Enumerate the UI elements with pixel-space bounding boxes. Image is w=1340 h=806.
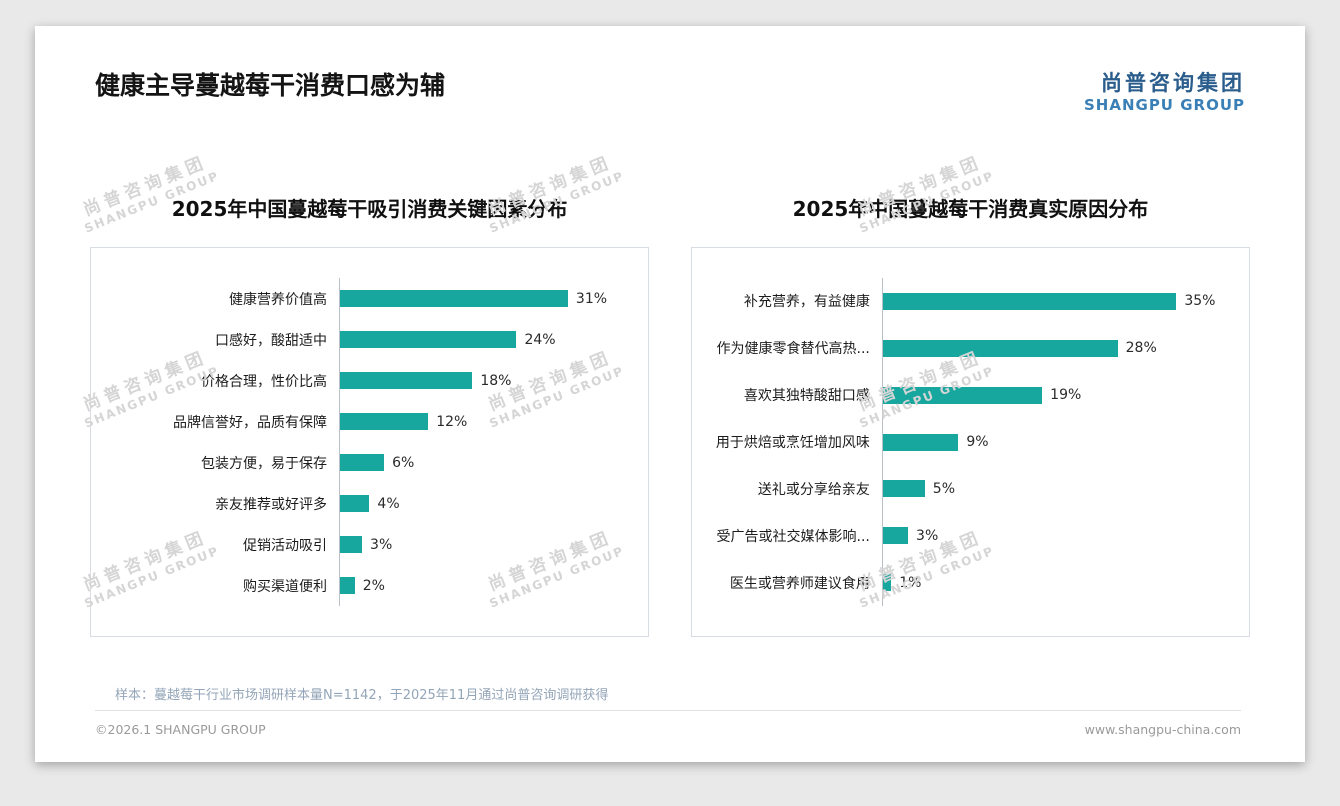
bar-track: 9% (881, 418, 1235, 466)
bar-category-label: 口感好，酸甜适中 (215, 332, 327, 349)
chart-block-right: 2025年中国蔓越莓干消费真实原因分布 补充营养，有益健康 35% 作为健康零食替代… (690, 193, 1250, 637)
bar-row: 作为健康零食替代高热... 28% (698, 324, 1235, 372)
bar-category-label: 用于烘焙或烹饪增加风味 (715, 435, 870, 451)
bar-track: 2% (339, 565, 634, 606)
bar-row: 价格合理，性价比高 18% (97, 360, 634, 401)
bar-category-label: 医生或营养师建议食用 (729, 575, 870, 592)
bar-category-label: 健康营养价值高 (229, 291, 327, 308)
bar-value-label: 35% (1184, 293, 1216, 310)
bar (340, 331, 517, 348)
bar-value-label: 19% (1050, 387, 1082, 404)
bar-value-label: 12% (436, 413, 468, 430)
bar-track: 18% (339, 360, 634, 401)
bar-category-label: 价格合理，性价比高 (201, 373, 327, 390)
chart-title-right: 2025年中国蔓越莓干消费真实原因分布 (792, 197, 1149, 221)
bar-track: 24% (339, 319, 634, 360)
logo-cn-text: 尚普咨询集团 (1101, 71, 1245, 95)
bar-category-label: 亲友推荐或好评多 (215, 496, 327, 513)
bar-row: 促销活动吸引 3% (97, 524, 634, 565)
bar-track: 28% (881, 324, 1235, 372)
bar-category-label: 补充营养，有益健康 (743, 294, 870, 311)
bar-category-label: 促销活动吸引 (243, 537, 327, 554)
bar-value-label: 28% (1125, 340, 1157, 357)
charts-row: 2025年中国蔓越莓干吸引消费关键因素分布 健康营养价值高 31% 口感好，酸甜适中… (35, 193, 1305, 637)
bar-value-label: 9% (966, 434, 989, 450)
bar-value-label: 18% (480, 372, 512, 389)
bar-track: 19% (881, 371, 1235, 419)
bar-value-label: 3% (370, 536, 393, 553)
chart-body-left: 健康营养价值高 31% 口感好，酸甜适中 24% 价格合理，性价比高 18% 品牌信誉好，品… (97, 278, 634, 606)
bar (882, 527, 909, 545)
bar-row: 医生或营养师建议食用 1% (698, 559, 1235, 607)
bar-row: 包装方便，易于保存 6% (97, 442, 634, 483)
bar-category-label: 包装方便，易于保存 (201, 455, 327, 472)
chart-title-left: 2025年中国蔓越莓干吸引消费关键因素分布 (171, 197, 568, 221)
bar-track: 31% (339, 278, 634, 319)
bar-track: 1% (881, 559, 1235, 607)
sample-note: 样本：蔓越莓干行业市场调研样本量N=1142，于2025年11月通过尚普咨询调研… (115, 688, 609, 703)
footer: ©2026.1 SHANGPU GROUP www.shangpu-china.… (95, 710, 1241, 737)
bar-value-label: 3% (916, 527, 939, 544)
bar-row: 喜欢其独特酸甜口感 19% (698, 371, 1235, 419)
bar-value-label: 31% (575, 290, 608, 307)
bar (882, 480, 925, 498)
bar-row: 受广告或社交媒体影响... 3% (698, 512, 1235, 560)
bar-value-label: 1% (899, 574, 922, 591)
bar (340, 454, 385, 471)
bar (340, 290, 568, 307)
bar-row: 送礼或分享给亲友 5% (698, 465, 1235, 513)
bar-category-label: 喜欢其独特酸甜口感 (743, 388, 870, 405)
bar (340, 372, 473, 389)
bar-track: 5% (881, 465, 1235, 513)
bar-row: 品牌信誉好，品质有保障 12% (97, 401, 634, 442)
bar-row: 购买渠道便利 2% (97, 565, 634, 606)
bar-value-label: 5% (932, 480, 956, 497)
slide: 健康主导蔓越莓干消费口感为辅 尚普咨询集团 SHANGPU GROUP 2025… (35, 26, 1305, 762)
bar-row: 亲友推荐或好评多 4% (97, 483, 634, 524)
bar-track: 35% (881, 278, 1235, 325)
bar (882, 433, 959, 451)
bar (340, 536, 363, 553)
bar-category-label: 送礼或分享给亲友 (757, 481, 870, 498)
bar (882, 574, 892, 592)
bar-value-label: 2% (362, 577, 385, 594)
bar-category-label: 购买渠道便利 (243, 578, 327, 595)
bar-track: 6% (339, 442, 634, 483)
bar-row: 用于烘焙或烹饪增加风味 9% (698, 418, 1235, 466)
website-url: www.shangpu-china.com (1084, 722, 1241, 737)
chart-body-right: 补充营养，有益健康 35% 作为健康零食替代高热... 28% 喜欢其独特酸甜口感 19%… (698, 278, 1235, 607)
chart-panel-right: 补充营养，有益健康 35% 作为健康零食替代高热... 28% 喜欢其独特酸甜口感 19%… (690, 247, 1250, 637)
bar-value-label: 4% (377, 495, 400, 512)
bar (882, 339, 1118, 357)
bar (340, 495, 370, 512)
chart-block-left: 2025年中国蔓越莓干吸引消费关键因素分布 健康营养价值高 31% 口感好，酸甜适中… (90, 193, 650, 637)
bar-value-label: 24% (524, 331, 556, 348)
bar-track: 12% (339, 401, 634, 442)
bar-category-label: 作为健康零食替代高热... (716, 341, 870, 358)
logo-en-text: SHANGPU GROUP (1083, 96, 1245, 115)
header: 健康主导蔓越莓干消费口感为辅 尚普咨询集团 SHANGPU GROUP (35, 26, 1305, 115)
chart-panel-left: 健康营养价值高 31% 口感好，酸甜适中 24% 价格合理，性价比高 18% 品牌信誉好，品… (90, 247, 650, 637)
bar-category-label: 品牌信誉好，品质有保障 (173, 414, 327, 431)
bar (340, 413, 429, 430)
bar (340, 577, 355, 594)
bar-value-label: 6% (392, 454, 415, 471)
bar-track: 4% (339, 483, 634, 524)
bar (882, 292, 1177, 310)
bar-track: 3% (339, 524, 634, 565)
bar (882, 386, 1043, 404)
bar-row: 口感好，酸甜适中 24% (97, 319, 634, 360)
page-title: 健康主导蔓越莓干消费口感为辅 (95, 71, 446, 100)
bar-row: 健康营养价值高 31% (97, 278, 634, 319)
company-logo: 尚普咨询集团 SHANGPU GROUP (1084, 70, 1245, 115)
bar-track: 3% (881, 512, 1235, 560)
copyright-text: ©2026.1 SHANGPU GROUP (95, 722, 266, 737)
bar-row: 补充营养，有益健康 35% (698, 278, 1235, 325)
bar-category-label: 受广告或社交媒体影响... (716, 528, 870, 545)
